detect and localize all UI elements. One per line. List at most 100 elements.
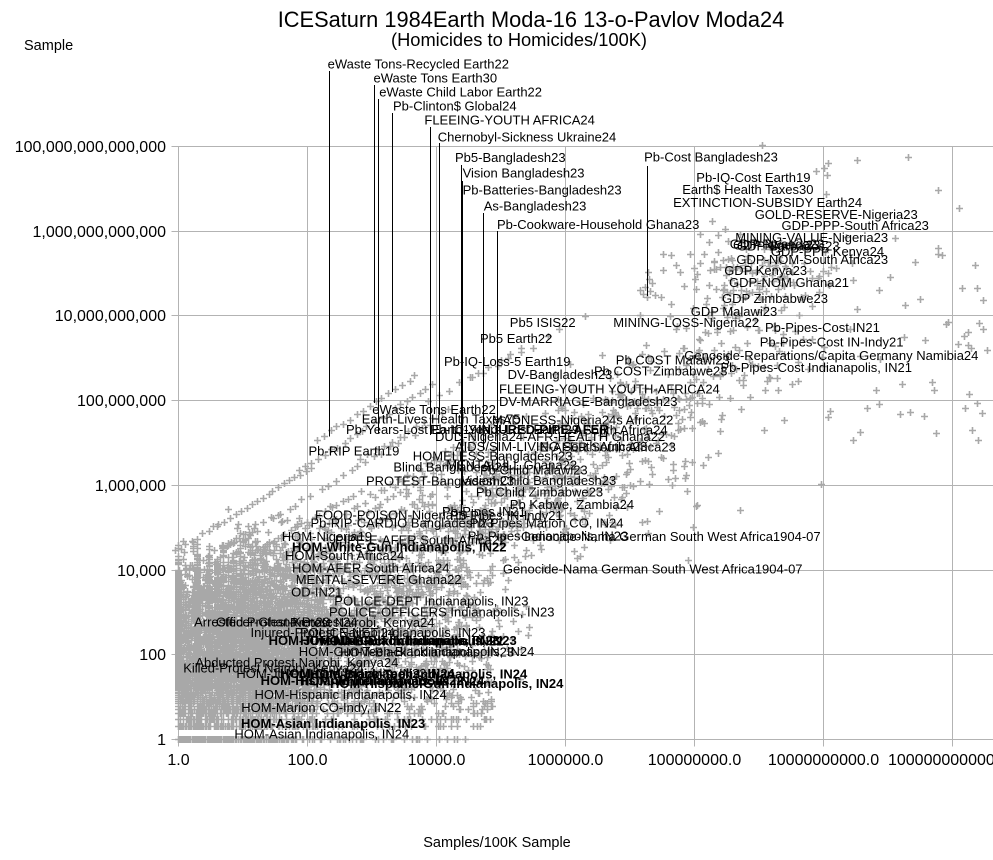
- svg-text:HOM-AFER South Africa24: HOM-AFER South Africa24: [292, 561, 450, 576]
- svg-text:PROTEST-Bangladesh23: PROTEST-Bangladesh23: [366, 474, 514, 489]
- svg-text:Injured-Protest Nairobi24: Injured-Protest Nairobi24: [251, 625, 396, 640]
- svg-text:Pb-Cookware-Household Ghana23: Pb-Cookware-Household Ghana23: [497, 217, 699, 232]
- svg-text:Pb-IQ-Years-Lost Earth29: Pb-IQ-Years-Lost Earth29: [430, 422, 579, 437]
- svg-text:Pb Child Malawi23: Pb Child Malawi23: [480, 463, 588, 478]
- svg-text:Earth-Lives Health Taxes75: Earth-Lives Health Taxes75: [362, 412, 521, 427]
- svg-text:GDP Kenya23: GDP Kenya23: [724, 263, 807, 278]
- svg-text:Pb-Clinton$ Global24: Pb-Clinton$ Global24: [393, 99, 517, 114]
- svg-text:FOOD-POISON-Nigeria19: FOOD-POISON-Nigeria19: [315, 508, 467, 523]
- svg-text:Protest Nairobi, Kenya24: Protest Nairobi, Kenya24: [290, 615, 435, 630]
- svg-text:Pb5 ISIS22: Pb5 ISIS22: [510, 315, 576, 330]
- svg-text:Abducted Protest Nairobi, Keny: Abducted Protest Nairobi, Kenya24: [195, 655, 398, 670]
- svg-text:PIPE-E-AFER South-Africa22: PIPE-E-AFER South-Africa22: [335, 533, 506, 548]
- svg-text:GDP-PPP-South Africa23: GDP-PPP-South Africa23: [782, 218, 929, 233]
- svg-text:Vision Child Bangladesh23: Vision Child Bangladesh23: [461, 473, 616, 488]
- svg-text:GDP Nigeria23: GDP Nigeria23: [733, 238, 820, 253]
- svg-text:DV-MARRIAGE-Bangladesh23: DV-MARRIAGE-Bangladesh23: [499, 394, 677, 409]
- svg-text:MENTAL-SEVERE Ghana22: MENTAL-SEVERE Ghana22: [296, 572, 462, 587]
- svg-text:100,000,000: 100,000,000: [77, 393, 166, 410]
- svg-text:HOM-Juvenile Indianapolis, IN2: HOM-Juvenile Indianapolis, IN23: [236, 666, 426, 681]
- svg-text:MENTAL-ILL Ghana22: MENTAL-ILL Ghana22: [446, 458, 577, 473]
- svg-text:Arrested Protest-Ken23: Arrested Protest-Ken23: [194, 615, 330, 630]
- svg-text:Pb-Pipes IN21: Pb-Pipes IN21: [442, 504, 526, 519]
- svg-text:GOLD-RESERVE-Nigeria23: GOLD-RESERVE-Nigeria23: [755, 207, 918, 222]
- svg-text:HOM-Hispanic Indianapolis, IN2: HOM-Hispanic Indianapolis, IN24: [255, 687, 447, 702]
- svg-text:HOM-Black Indianapolis, IN23: HOM-Black Indianapolis, IN23: [340, 645, 514, 660]
- svg-text:South Africa24: South Africa24: [583, 423, 668, 438]
- svg-text:HOM-Black Indianapolis, IN22: HOM-Black Indianapolis, IN22: [320, 633, 504, 648]
- svg-text:Pb-IQ-Loss-5 Earth19: Pb-IQ-Loss-5 Earth19: [444, 354, 570, 369]
- svg-text:HOM-Asian Indianapolis, IN24: HOM-Asian Indianapolis, IN24: [234, 727, 409, 742]
- svg-text:Pb-Cost Bangladesh23: Pb-Cost Bangladesh23: [644, 150, 778, 165]
- svg-text:1,000,000,000,000: 1,000,000,000,000: [33, 224, 167, 241]
- svg-text:10000.0: 10000.0: [408, 752, 466, 769]
- svg-text:POLICE-NET Indianapolis, IN23: POLICE-NET Indianapolis, IN23: [300, 625, 485, 640]
- svg-text:Pb Child Zimbabwe23: Pb Child Zimbabwe23: [476, 485, 603, 500]
- svg-text:OD-IN21: OD-IN21: [291, 585, 342, 600]
- svg-text:GDP-NOM Ghana21: GDP-NOM Ghana21: [729, 275, 849, 290]
- svg-text:GDP-NOM-South Africa23: GDP-NOM-South Africa23: [736, 252, 888, 267]
- svg-text:HOM-Male-Black Indianapolis, I: HOM-Male-Black Indianapolis, IN23: [300, 633, 517, 648]
- svg-text:FLEEING-YOUTH YOUTH-AFRICA24: FLEEING-YOUTH YOUTH-AFRICA24: [499, 382, 720, 397]
- svg-text:1.0: 1.0: [167, 752, 189, 769]
- svg-text:HOM-White Indianapolis, IN24: HOM-White Indianapolis, IN24: [300, 674, 485, 689]
- svg-text:eWaste Tons Earth30: eWaste Tons Earth30: [374, 71, 498, 86]
- svg-text:POLICE-DEPT Indianapolis, IN23: POLICE-DEPT Indianapolis, IN23: [334, 594, 528, 609]
- svg-text:MADNESS-Nigeria24s Africa22: MADNESS-Nigeria24s Africa22: [492, 413, 673, 428]
- svg-text:Officer-Ghana-Protest24: Officer-Ghana-Protest24: [216, 615, 357, 630]
- svg-text:Pb COST Zimbabwe23: Pb COST Zimbabwe23: [594, 364, 727, 379]
- svg-text:GDP-Barbados23: GDP-Barbados23: [737, 239, 840, 254]
- svg-text:Pb-Pipes-Cost Indianapolis, IN: Pb-Pipes-Cost Indianapolis, IN21: [721, 360, 913, 375]
- svg-text:Pb5 Earth22: Pb5 Earth22: [480, 331, 552, 346]
- svg-text:HOM-Asian Indianapolis, IN23: HOM-Asian Indianapolis, IN23: [241, 716, 425, 731]
- svg-text:HOM-Gun Indianapolis, IN24: HOM-Gun Indianapolis, IN24: [280, 666, 456, 681]
- svg-text:Pb-Pipes Indianapolis, IN23: Pb-Pipes Indianapolis, IN23: [468, 529, 628, 544]
- svg-text:Pb COST Malawi23: Pb COST Malawi23: [616, 353, 730, 368]
- svg-text:10,000: 10,000: [117, 563, 166, 580]
- svg-text:Pb-RIP-CARDIO Bangladesh23: Pb-RIP-CARDIO Bangladesh23: [311, 516, 495, 531]
- svg-text:100: 100: [139, 647, 166, 664]
- svg-text:HOM-Black-Teen Indianapolis, I: HOM-Black-Teen Indianapolis, IN24: [310, 666, 528, 681]
- svg-text:eWaste Tons-Recycled Earth22: eWaste Tons-Recycled Earth22: [328, 57, 509, 72]
- svg-text:MINING-LOSS-Nigeria22: MINING-LOSS-Nigeria22: [613, 315, 759, 330]
- svg-text:Pb-Pipes Marion CO, IN24: Pb-Pipes Marion CO, IN24: [470, 516, 624, 531]
- svg-text:Genocide-Nama German South Wes: Genocide-Nama German South West Africa19…: [503, 562, 803, 577]
- svg-text:Sample: Sample: [24, 38, 73, 54]
- svg-text:eWaste Tons Earth22: eWaste Tons Earth22: [372, 402, 496, 417]
- svg-text:HOM-Nigeria19: HOM-Nigeria19: [282, 529, 372, 544]
- svg-text:ICESaturn 1984Earth Moda-16 13: ICESaturn 1984Earth Moda-16 13-o-Pavlov …: [278, 7, 784, 32]
- svg-text:MINING-VALUE-Nigeria23: MINING-VALUE-Nigeria23: [735, 230, 888, 245]
- svg-text:AIDS/SIM-LIVING South Africa23: AIDS/SIM-LIVING South Africa23: [455, 439, 647, 454]
- svg-text:10,000,000,000: 10,000,000,000: [55, 308, 166, 325]
- svg-text:GDP Malawi23: GDP Malawi23: [691, 304, 777, 319]
- svg-text:HOMELESS-Bangladesh23: HOMELESS-Bangladesh23: [413, 449, 573, 464]
- svg-text:Pb-Batteries-Bangladesh23: Pb-Batteries-Bangladesh23: [463, 183, 622, 198]
- svg-text:Pb-Pipes-Cost IN21: Pb-Pipes-Cost IN21: [765, 320, 880, 335]
- svg-text:Chernobyl-Sickness Ukraine24: Chernobyl-Sickness Ukraine24: [438, 130, 616, 145]
- svg-text:Genocide-Reparations/Capita Ge: Genocide-Reparations/Capita Germany Nami…: [684, 348, 978, 363]
- svg-text:100000000.0: 100000000.0: [648, 752, 742, 769]
- svg-text:1000000.0: 1000000.0: [528, 752, 604, 769]
- svg-text:Genocide-Nama German South Wes: Genocide-Nama German South West Africa19…: [521, 529, 821, 544]
- svg-text:Pb-Years-Lost Earth19: Pb-Years-Lost Earth19: [346, 422, 477, 437]
- svg-text:DV-Bangladesh23: DV-Bangladesh23: [508, 367, 613, 382]
- svg-text:1,000,000: 1,000,000: [95, 478, 166, 495]
- svg-text:Vision Bangladesh23: Vision Bangladesh23: [463, 166, 585, 181]
- svg-text:Pb Kabwe, Zambia24: Pb Kabwe, Zambia24: [510, 497, 634, 512]
- svg-text:HOM-Juvenile-Gun Indianapolis,: HOM-Juvenile-Gun Indianapolis, IN23: [269, 633, 500, 648]
- svg-text:E-AFER South Africa23: E-AFER South Africa23: [540, 440, 676, 455]
- svg-text:Blind Bangladesh23: Blind Bangladesh23: [393, 460, 509, 475]
- svg-text:As-Bangladesh23: As-Bangladesh23: [484, 199, 587, 214]
- svg-text:Pb-IQ-Cost Earth19: Pb-IQ-Cost Earth19: [696, 170, 810, 185]
- svg-text:HOM-White-Gun Indianapolis, IN: HOM-White-Gun Indianapolis, IN22: [292, 540, 507, 555]
- svg-text:100.0: 100.0: [287, 752, 327, 769]
- svg-text:Pb-Pipes IN-Indy21: Pb-Pipes IN-Indy21: [450, 508, 563, 523]
- svg-text:HOM-Gun-Teen-Black Indianapoli: HOM-Gun-Teen-Black Indianapolis, IN24: [299, 644, 535, 659]
- svg-text:HOM-Hispanic Indianapolis, IN2: HOM-Hispanic Indianapolis, IN22: [261, 673, 464, 688]
- svg-text:Pb-Pipes-Cost IN-Indy21: Pb-Pipes-Cost IN-Indy21: [760, 335, 904, 350]
- svg-text:FLEEING-YOUTH AFRICA24: FLEEING-YOUTH AFRICA24: [424, 113, 594, 128]
- svg-text:POLICE-OFFICERS Indianapolis,: POLICE-OFFICERS Indianapolis, IN23: [329, 605, 554, 620]
- svg-text:100,000,000,000,000: 100,000,000,000,000: [15, 139, 166, 156]
- svg-text:10000000000.0: 10000000000.0: [768, 752, 879, 769]
- svg-text:DUD-Nigeria24-AFR-HEALTH Ghana: DUD-Nigeria24-AFR-HEALTH Ghana22: [435, 429, 665, 444]
